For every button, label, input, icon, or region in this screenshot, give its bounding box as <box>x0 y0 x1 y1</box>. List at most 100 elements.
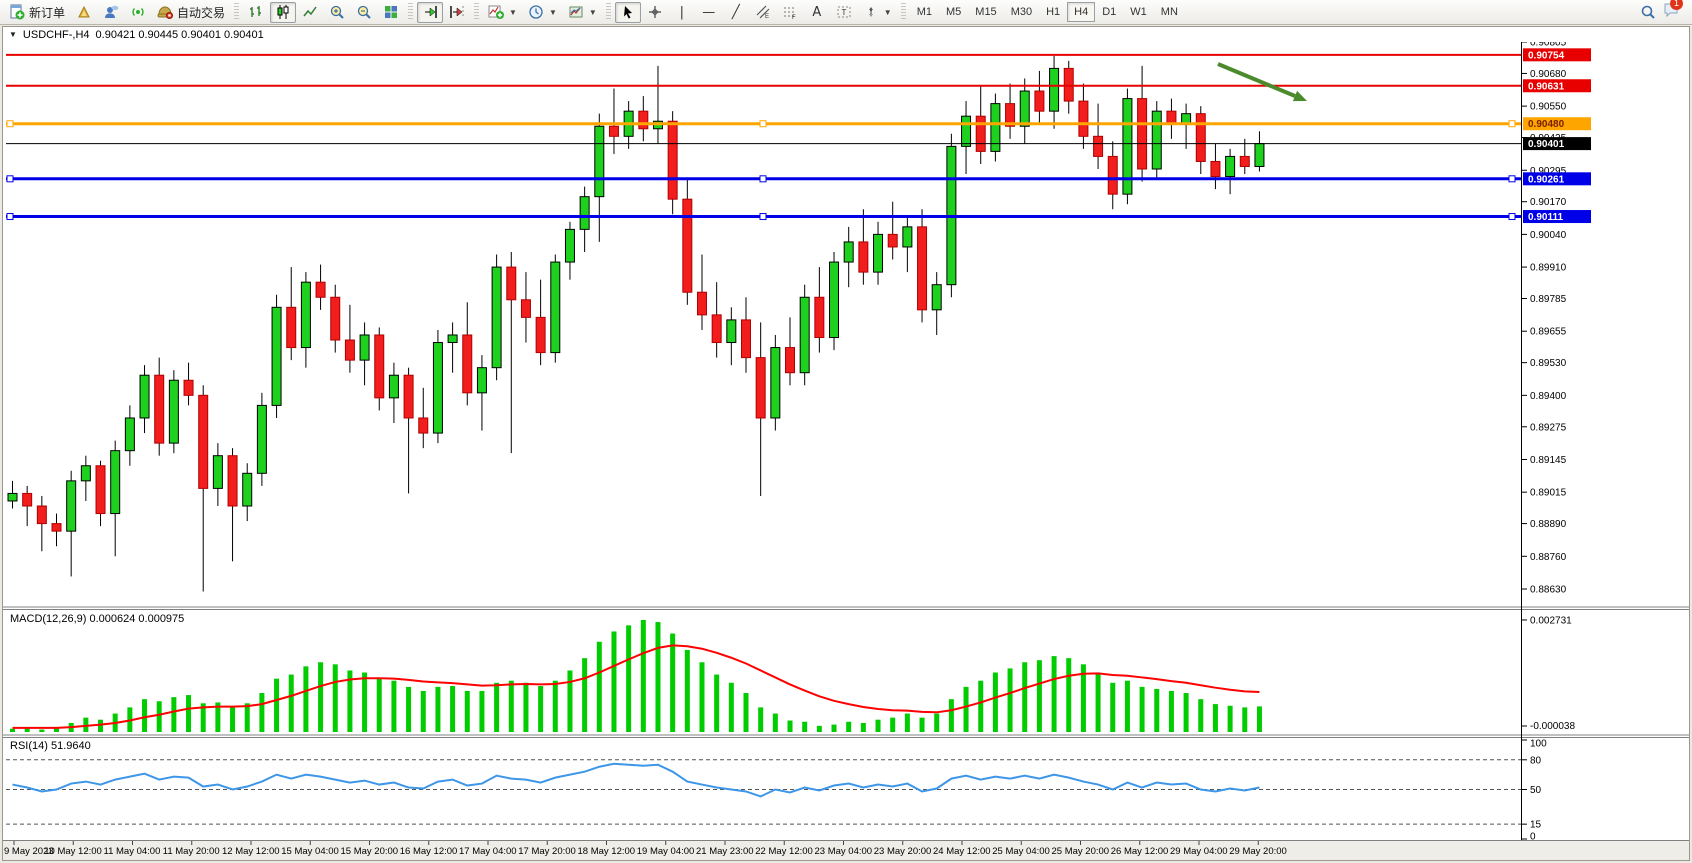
cursor-icon <box>620 4 636 20</box>
macd-histogram-bar <box>1051 656 1057 732</box>
candle <box>139 374 150 419</box>
bar-chart-button[interactable] <box>243 2 269 23</box>
search-button[interactable] <box>1635 2 1661 23</box>
rsi-axis-label: 80 <box>1530 755 1542 766</box>
line-selection-handle[interactable] <box>759 120 767 128</box>
candle <box>594 125 605 198</box>
candle <box>227 455 238 507</box>
candle <box>491 266 502 369</box>
arrows-icon <box>863 4 879 20</box>
time-axis-label: 22 May 12:00 <box>755 846 813 857</box>
time-axis-label: 9 May 2023 <box>4 846 54 857</box>
line-selection-handle[interactable] <box>1508 213 1516 221</box>
chart-shift-button[interactable] <box>444 2 470 23</box>
auto-scroll-button[interactable] <box>417 1 444 23</box>
notification-badge: 1 <box>1670 0 1683 10</box>
macd-histogram-bar <box>860 722 866 732</box>
line-selection-handle[interactable] <box>1508 120 1516 128</box>
timeframe-w1-button[interactable]: W1 <box>1130 6 1147 18</box>
main-toolbar: 新订单 自动交易 <box>0 0 1692 25</box>
time-axis-label: 18 May 12:00 <box>578 846 636 857</box>
macd-histogram-bar <box>54 727 60 732</box>
fibonacci-button[interactable]: F <box>777 2 803 23</box>
svg-text:T: T <box>841 8 846 17</box>
line-selection-handle[interactable] <box>6 175 14 183</box>
timeframe-mn-button[interactable]: MN <box>1160 6 1178 18</box>
text-button[interactable]: A <box>804 2 830 23</box>
macd-histogram-bar <box>1007 668 1013 732</box>
macd-histogram-bar <box>787 720 793 732</box>
line-selection-handle[interactable] <box>759 213 767 221</box>
autotrading-label: 自动交易 <box>177 5 226 20</box>
trend-arrow-annotation[interactable] <box>1217 62 1296 98</box>
zoom-in-button[interactable] <box>324 2 350 23</box>
vertical-line-button[interactable]: | <box>669 2 695 23</box>
periods-icon <box>528 4 544 20</box>
candlestick-chart-button[interactable] <box>270 1 297 23</box>
macd-histogram-bar <box>303 666 309 732</box>
line-selection-handle[interactable] <box>759 175 767 183</box>
macd-histogram-bar <box>948 699 954 732</box>
indicators-icon <box>488 4 505 20</box>
chat-button[interactable]: 1 <box>1662 0 1683 24</box>
price-tick-label: 0.90295 <box>1530 166 1567 177</box>
price-tick-label: 0.88760 <box>1530 552 1567 563</box>
macd-histogram-bar <box>156 701 162 732</box>
signals-button[interactable] <box>125 2 151 23</box>
cursor-button[interactable] <box>614 1 641 23</box>
macd-histogram-bar <box>1139 686 1145 732</box>
line-selection-handle[interactable] <box>6 213 14 221</box>
macd-histogram-bar <box>699 662 705 732</box>
templates-button[interactable]: ▼ <box>563 2 602 23</box>
equidistant-channel-button[interactable]: E <box>750 2 776 23</box>
time-axis-label: 29 May 04:00 <box>1170 846 1228 857</box>
indicators-button[interactable]: ▼ <box>483 2 522 23</box>
rsi-label: RSI(14) 51.9640 <box>10 740 91 752</box>
candle <box>1049 67 1060 112</box>
candle <box>403 374 414 419</box>
macd-histogram-bar <box>215 702 221 732</box>
toolbar-grip <box>474 3 480 21</box>
new-order-button[interactable]: 新订单 <box>4 2 70 23</box>
metaeditor-button[interactable] <box>71 2 97 23</box>
community-button[interactable] <box>98 2 124 23</box>
zoom-out-button[interactable] <box>351 2 377 23</box>
candle <box>1254 143 1265 167</box>
chart-caption[interactable]: ▼ USDCHF-,H4 0.90421 0.90445 0.90401 0.9… <box>3 27 1689 42</box>
line-chart-button[interactable] <box>297 2 323 23</box>
fibonacci-icon: F <box>782 4 798 21</box>
periods-button[interactable]: ▼ <box>523 2 562 23</box>
price-tick-label: 0.89015 <box>1530 488 1567 499</box>
line-selection-handle[interactable] <box>6 120 14 128</box>
timeframe-d1-button[interactable]: D1 <box>1102 6 1117 18</box>
arrows-button[interactable]: ▼ <box>858 2 897 23</box>
chart-canvas[interactable]: 0.908050.906800.905500.904250.902950.901… <box>3 42 1689 860</box>
timeframe-m5-button[interactable]: M5 <box>946 6 962 18</box>
candle <box>638 110 649 130</box>
macd-histogram-bar <box>230 707 236 732</box>
autotrading-button[interactable]: 自动交易 <box>152 2 230 23</box>
macd-histogram-bar <box>1242 707 1248 732</box>
horizontal-line-button[interactable]: — <box>696 2 722 23</box>
macd-histogram-bar <box>728 682 734 732</box>
timeframe-h1-button[interactable]: H1 <box>1046 6 1061 18</box>
timeframe-m1-button[interactable]: M1 <box>916 6 932 18</box>
text-label-button[interactable]: T <box>831 2 857 23</box>
trendline-button[interactable]: ╱ <box>723 2 749 23</box>
price-tick-label: 0.90550 <box>1530 102 1567 113</box>
crosshair-button[interactable] <box>642 2 668 23</box>
vertical-line-icon: | <box>679 4 684 20</box>
macd-histogram-bar <box>567 670 573 732</box>
timeframe-m15-button[interactable]: M15 <box>975 6 997 18</box>
timeframe-m30-button[interactable]: M30 <box>1010 6 1033 18</box>
macd-histogram-bar <box>508 680 514 732</box>
tile-windows-button[interactable] <box>378 2 404 23</box>
timeframe-h4-button[interactable]: H4 <box>1067 2 1096 22</box>
line-selection-handle[interactable] <box>1508 175 1516 183</box>
macd-histogram-bar <box>10 728 15 732</box>
macd-histogram-bar <box>83 717 89 732</box>
time-axis-strip <box>3 841 1689 860</box>
search-icon <box>1640 4 1656 20</box>
candle <box>564 228 575 263</box>
macd-histogram-bar <box>743 693 749 732</box>
